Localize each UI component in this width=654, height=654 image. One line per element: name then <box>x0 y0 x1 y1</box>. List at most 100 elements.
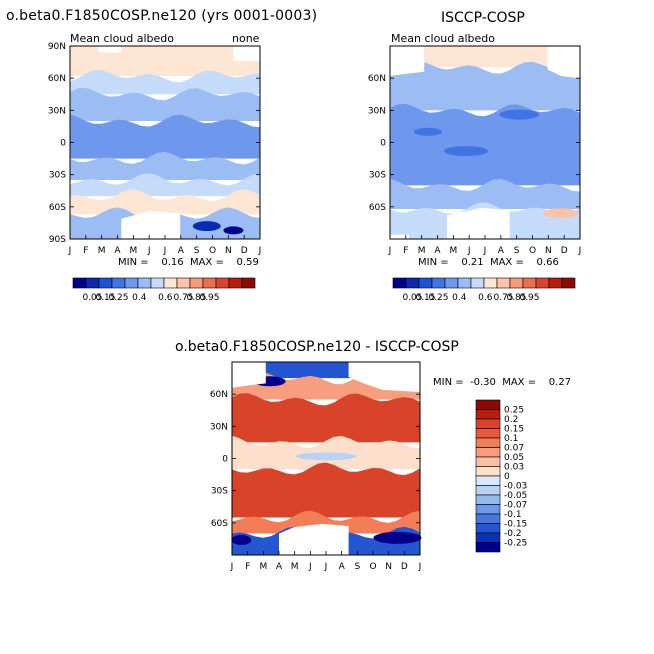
panel-c-colorbar-label-10: -0.07 <box>504 501 527 511</box>
panel-c-colorbar-swatch-7 <box>475 466 501 477</box>
panel-b-x-tick-label-11: D <box>561 246 568 256</box>
panel-b-colorbar-swatch-10 <box>522 277 537 289</box>
panel-c-colorbar-swatch-9 <box>475 485 501 496</box>
panel-b-x-tick-label-6: J <box>483 246 487 256</box>
panel-c-colorbar-label-11: -0.1 <box>504 510 522 520</box>
panel-b-y-tick-label-1: 30N <box>368 106 386 116</box>
panel-a-colorbar-swatch-8 <box>176 277 191 289</box>
panel-c-colorbar-swatch-10 <box>475 494 501 505</box>
panel-a-y-tick-label-3: 0 <box>60 139 66 149</box>
panel-a-x-tick-label-8: S <box>194 246 200 256</box>
panel-a-colorbar-label-0: 0.05 <box>82 293 102 303</box>
panel-c-colorbar-swatch-14 <box>475 532 501 543</box>
panel-c-field <box>231 362 422 555</box>
panel-c-colorbar-label-6: 0.03 <box>504 463 524 473</box>
panel-b-x-tick-label-12: J <box>578 246 582 256</box>
panel-c-colorbar-label-8: -0.03 <box>504 482 527 492</box>
panel-a-x-tick-label-6: J <box>163 246 167 256</box>
panel-a-band-1 <box>70 70 260 95</box>
panel-b-blob-1 <box>499 109 540 120</box>
panel-c-colorbar-label-3: 0.1 <box>504 434 518 444</box>
panel-c-blob-2 <box>373 531 422 544</box>
panel-b-missing-data-3 <box>390 234 409 239</box>
panel-a-x-tick-label-5: J <box>147 246 151 256</box>
panel-c-band-5 <box>232 510 420 534</box>
panel-b-x-tick-label-0: J <box>388 246 392 256</box>
panel-c-colorbar-swatch-11 <box>475 504 501 515</box>
panel-c-blob-1 <box>296 452 356 461</box>
panel-b-colorbar-label-1: 0.15 <box>415 293 435 303</box>
panel-b-colorbar-label-6: 0.85 <box>506 293 526 303</box>
panel-b-colorbar-swatch-0 <box>392 277 407 289</box>
panel-b-colorbar-label-4: 0.6 <box>478 293 493 303</box>
panel-b-colorbar-label-7: 0.95 <box>519 293 539 303</box>
panel-c-x-tick-label-11: D <box>401 562 408 572</box>
panel-a-missing-data-0 <box>233 46 260 61</box>
panel-c-colorbar-label-7: 0 <box>504 472 510 482</box>
panel-c-colorbar-label-4: 0.07 <box>504 444 524 454</box>
panel-b-colorbar-label-2: 0.25 <box>428 293 448 303</box>
panel-a-colorbar-swatch-0 <box>72 277 87 289</box>
panel-a-blob-0 <box>192 221 221 232</box>
panel-c-missing-data-1 <box>348 362 420 392</box>
panel-c-colorbar-label-13: -0.2 <box>504 529 522 539</box>
panel-b-colorbar-swatch-13 <box>561 277 576 289</box>
panel-a-x-tick-label-0: J <box>68 246 72 256</box>
panel-a-x-tick-label-10: N <box>225 246 232 256</box>
panel-a-x-tick-label-9: O <box>209 246 216 256</box>
panel-b-colorbar-swatch-8 <box>496 277 511 289</box>
panel-c-missing-data-0 <box>232 362 266 388</box>
panel-c-x-tick-label-8: S <box>354 562 360 572</box>
panel-a-colorbar-swatch-2 <box>98 277 113 289</box>
panel-b-colorbar-swatch-1 <box>405 277 420 289</box>
panel-c-colorbar-label-0: 0.25 <box>504 406 524 416</box>
panel-c-x-tick-label-9: O <box>369 562 376 572</box>
panel-a-colorbar-label-2: 0.25 <box>108 293 128 303</box>
panel-a-colorbar-label-6: 0.85 <box>186 293 206 303</box>
panel-c-y-tick-label-4: 60S <box>211 519 228 529</box>
panel-a-variable-label: Mean cloud albedo <box>70 32 175 45</box>
panel-b-x-tick-label-9: O <box>529 246 536 256</box>
panel-b-band-1 <box>390 61 580 111</box>
panel-a-x-tick-label-1: F <box>83 246 88 256</box>
panel-b-missing-data-1 <box>547 46 580 79</box>
panel-b-y-tick-label-2: 0 <box>380 139 386 149</box>
panel-b-colorbar-label-3: 0.4 <box>452 293 467 303</box>
panel-a-blob-1 <box>223 226 244 235</box>
panel-c-colorbar-swatch-1 <box>475 409 501 420</box>
panel-b-colorbar-swatch-4 <box>444 277 459 289</box>
panel-a-colorbar-swatch-11 <box>215 277 230 289</box>
panel-c-colorbar-swatch-4 <box>475 437 501 448</box>
panel-c-colorbar-swatch-6 <box>475 456 501 467</box>
panel-a-band-2 <box>70 87 260 122</box>
panel-b-blob-0 <box>414 127 442 136</box>
panel-c-x-tick-label-12: J <box>418 562 422 572</box>
panel-a-y-tick-label-4: 30S <box>49 171 66 181</box>
panel-b-colorbar-swatch-9 <box>509 277 524 289</box>
panel-a-title: o.beta0.F1850COSP.ne120 (yrs 0001-0003) <box>6 8 318 24</box>
panel-a-y-tick-label-2: 30N <box>48 106 66 116</box>
panel-c-colorbar-swatch-3 <box>475 428 501 439</box>
panel-a-colorbar-label-7: 0.95 <box>199 293 219 303</box>
panel-c-band-2 <box>232 393 420 443</box>
panel-b-x-tick-label-4: M <box>449 246 457 256</box>
panel-c-x-tick-label-10: N <box>385 562 392 572</box>
panel-a-colorbar-swatch-5 <box>137 277 152 289</box>
panel-b-y-tick-label-0: 60N <box>368 74 386 84</box>
panel-a-colorbar-label-5: 0.75 <box>173 293 193 303</box>
panel-a-stats: MIN = 0.16 MAX = 0.59 <box>118 257 259 268</box>
panel-c-x-tick-label-2: M <box>259 562 267 572</box>
panel-b-title: ISCCP-COSP <box>441 10 525 26</box>
panel-a-colorbar-swatch-12 <box>228 277 243 289</box>
panel-c-x-tick-label-7: A <box>339 562 346 572</box>
panel-a-colorbar-swatch-4 <box>124 277 139 289</box>
panel-c-colorbar-label-2: 0.15 <box>504 425 524 435</box>
panel-a-y-tick-label-1: 60N <box>48 74 66 84</box>
panel-b-colorbar-swatch-3 <box>431 277 446 289</box>
panel-c-y-tick-label-2: 0 <box>222 455 228 465</box>
panel-a-y-tick-label-6: 90S <box>49 235 66 245</box>
panel-b-x-tick-label-10: N <box>545 246 552 256</box>
panel-a-x-tick-label-11: D <box>241 246 248 256</box>
panel-c-colorbar-swatch-15 <box>475 542 501 553</box>
